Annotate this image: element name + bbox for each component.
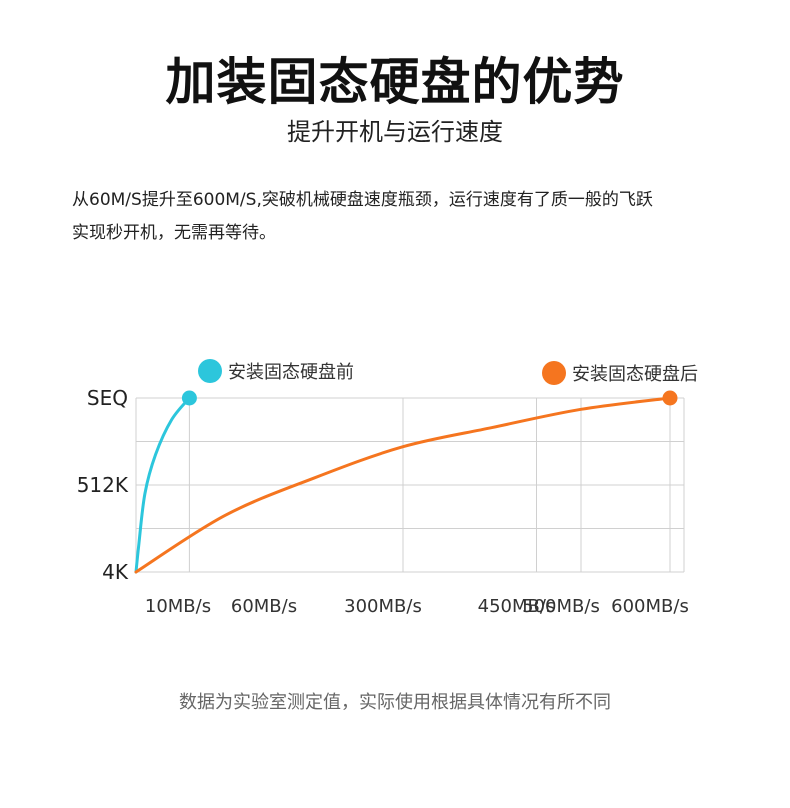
y-tick-label: 4K: [102, 560, 129, 584]
y-tick-label: SEQ: [87, 386, 128, 410]
chart-grid: [135, 397, 685, 573]
x-tick-label: 300MB/s: [344, 596, 422, 617]
legend-label-after: 安装固态硬盘后: [572, 364, 698, 385]
footnote: 数据为实验室测定值，实际使用根据具体情况有所不同: [179, 692, 611, 713]
series-end-point-after: [662, 390, 678, 406]
description-line-1: 从60M/S提升至600M/S,突破机械硬盘速度瓶颈，运行速度有了质一般的飞跃: [72, 190, 653, 210]
x-tick-label: 60MB/s: [231, 596, 297, 617]
x-tick-label: 10MB/s: [145, 596, 211, 617]
description: 从60M/S提升至600M/S,突破机械硬盘速度瓶颈，运行速度有了质一般的飞跃 …: [72, 184, 732, 250]
chart-series: [134, 390, 678, 574]
page-subtitle: 提升开机与运行速度: [287, 118, 503, 146]
series-line-after: [134, 396, 672, 574]
x-tick-label: 500MB/s: [522, 596, 600, 617]
x-tick-label: 450MB/s: [478, 596, 556, 617]
chart-axes: 4K 512K SEQ 10MB/s 60MB/s 300MB/s 450MB/s500MB…: [77, 386, 689, 617]
legend-label-before: 安装固态硬盘前: [228, 362, 354, 383]
series-end-point-before: [181, 390, 197, 406]
series-line-before: [134, 396, 191, 574]
chart-legend: 安装固态硬盘前 安装固态硬盘后: [198, 359, 698, 385]
page-title: 加装固态硬盘的优势: [165, 53, 625, 111]
description-line-2: 实现秒开机，无需再等待。: [72, 223, 276, 243]
legend-marker-after: [542, 361, 566, 385]
x-tick-label: 600MB/s: [611, 596, 689, 617]
legend-marker-before: [198, 359, 222, 383]
y-tick-label: 512K: [77, 473, 129, 497]
